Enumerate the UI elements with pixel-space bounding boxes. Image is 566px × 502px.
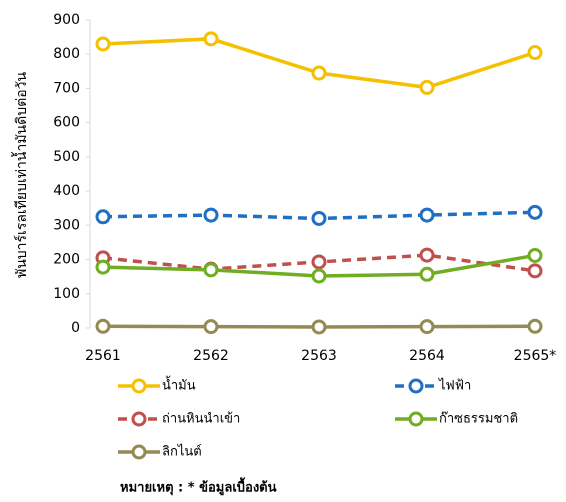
point (527, 204, 543, 220)
point (527, 318, 543, 334)
point (311, 268, 327, 284)
x-tick-label: 2564 (409, 348, 445, 364)
y-axis-label: พันบาร์เรลเทียบเท่าน้ำมันดิบต่อวัน (11, 72, 30, 278)
legend-marker (131, 378, 147, 394)
legend-label: ลิกไนต์ (162, 444, 202, 460)
legend-label: ก๊าซธรรมชาติ (439, 412, 518, 427)
y-tick-label: 0 (71, 320, 80, 336)
y-tick-label: 300 (53, 217, 80, 233)
y-tick-label: 900 (53, 12, 80, 28)
point (419, 79, 435, 95)
legend-label: ไฟฟ้า (438, 378, 471, 394)
point (203, 207, 219, 223)
y-tick-label: 600 (53, 115, 80, 131)
note: หมายเหตุ : * ข้อมูลเบื้องต้น (120, 477, 277, 496)
point (95, 259, 111, 275)
legend-label: ถ่านหินนำเข้า (162, 412, 240, 427)
point (419, 207, 435, 223)
legend-label: น้ำมัน (162, 376, 196, 394)
y-tick-label: 400 (53, 183, 80, 199)
point (419, 266, 435, 282)
point (419, 247, 435, 263)
legend-marker (131, 444, 147, 460)
point (203, 31, 219, 47)
point (527, 263, 543, 279)
point (95, 209, 111, 225)
y-tick-label: 800 (53, 46, 80, 62)
y-tick-label: 100 (53, 286, 80, 302)
x-tick-label: 2561 (85, 348, 121, 364)
y-tick-label: 200 (53, 252, 80, 268)
legend-marker (131, 411, 147, 427)
x-tick-label: 2563 (301, 348, 337, 364)
point (311, 210, 327, 226)
point (527, 45, 543, 61)
point (203, 319, 219, 335)
point (311, 254, 327, 270)
point (203, 262, 219, 278)
x-tick-label: 2562 (193, 348, 229, 364)
x-tick-label: 2565* (514, 348, 557, 364)
legend-marker (408, 411, 424, 427)
point (95, 318, 111, 334)
point (311, 319, 327, 335)
point (419, 319, 435, 335)
y-tick-label: 700 (53, 80, 80, 96)
point (95, 36, 111, 52)
legend-marker (408, 378, 424, 394)
point (311, 65, 327, 81)
point (527, 247, 543, 263)
y-tick-label: 500 (53, 149, 80, 165)
